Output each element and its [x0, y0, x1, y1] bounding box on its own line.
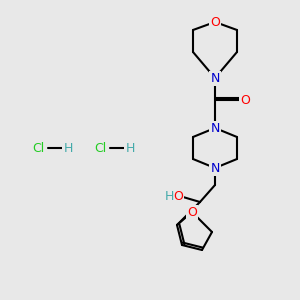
Text: H: H — [125, 142, 135, 154]
Text: Cl: Cl — [32, 142, 44, 154]
Text: N: N — [210, 122, 220, 134]
Text: H: H — [63, 142, 73, 154]
Text: O: O — [173, 190, 183, 203]
Text: N: N — [210, 71, 220, 85]
Text: H: H — [164, 190, 174, 203]
Text: O: O — [210, 16, 220, 28]
Text: Cl: Cl — [94, 142, 106, 154]
Text: N: N — [210, 161, 220, 175]
Text: O: O — [187, 206, 197, 218]
Text: O: O — [240, 94, 250, 106]
